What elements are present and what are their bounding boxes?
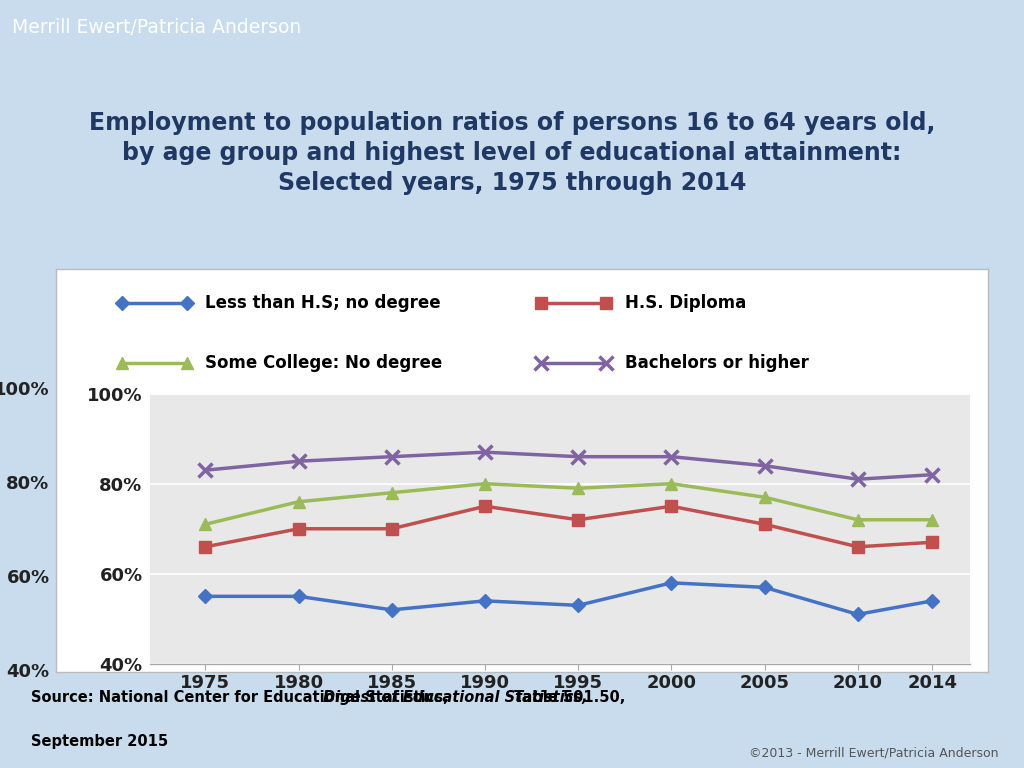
Some College: No degree: (1.98e+03, 78): No degree: (1.98e+03, 78) [386,488,398,498]
Less than H.S; no degree [479,596,492,605]
Text: 60%: 60% [6,569,49,587]
Some College: No degree: (2.01e+03, 72): No degree: (2.01e+03, 72) [926,515,938,525]
H.S. Diploma [572,515,585,525]
H.S. Diploma [926,538,938,547]
Bachelors or higher [759,461,771,470]
Line: Some College: No degree: Some College: No degree [199,478,939,531]
Text: 80%: 80% [6,475,49,493]
Text: September 2015: September 2015 [31,734,168,749]
Less than H.S; no degree [759,583,771,592]
Line: Less than H.S; no degree: Less than H.S; no degree [201,578,937,619]
Text: Digest of Educational Statistics,: Digest of Educational Statistics, [323,690,588,705]
H.S. Diploma [852,542,864,551]
Some College: No degree: (2e+03, 79): No degree: (2e+03, 79) [572,484,585,493]
Text: Source: National Center for Educational Statistics,: Source: National Center for Educational … [31,690,454,705]
Text: 40%: 40% [6,663,49,681]
Bachelors or higher [200,465,212,475]
Less than H.S; no degree [852,610,864,619]
Some College: No degree: (2.01e+03, 72): No degree: (2.01e+03, 72) [852,515,864,525]
Some College: No degree: (1.98e+03, 71): No degree: (1.98e+03, 71) [200,520,212,529]
Text: Merrill Ewert/Patricia Anderson: Merrill Ewert/Patricia Anderson [12,18,301,37]
Text: ©2013 - Merrill Ewert/Patricia Anderson: ©2013 - Merrill Ewert/Patricia Anderson [749,746,998,759]
H.S. Diploma [666,502,678,511]
Less than H.S; no degree [572,601,585,610]
Text: H.S. Diploma: H.S. Diploma [625,293,746,312]
Bachelors or higher [926,470,938,479]
Some College: No degree: (1.99e+03, 80): No degree: (1.99e+03, 80) [479,479,492,488]
Text: Less than H.S; no degree: Less than H.S; no degree [206,293,441,312]
H.S. Diploma [479,502,492,511]
H.S. Diploma [386,525,398,534]
Line: Bachelors or higher: Bachelors or higher [199,445,939,486]
Text: Employment to population ratios of persons 16 to 64 years old,
by age group and : Employment to population ratios of perso… [89,111,935,195]
Bachelors or higher [666,452,678,462]
Less than H.S; no degree [293,591,305,601]
Some College: No degree: (2e+03, 80): No degree: (2e+03, 80) [666,479,678,488]
Bachelors or higher [852,475,864,484]
Some College: No degree: (2e+03, 77): No degree: (2e+03, 77) [759,492,771,502]
H.S. Diploma [200,542,212,551]
Bachelors or higher [386,452,398,462]
Less than H.S; no degree [666,578,678,588]
Line: H.S. Diploma: H.S. Diploma [200,501,938,552]
Less than H.S; no degree [926,596,938,605]
Bachelors or higher [293,456,305,465]
Some College: No degree: (1.98e+03, 76): No degree: (1.98e+03, 76) [293,497,305,506]
Text: Bachelors or higher: Bachelors or higher [625,354,809,372]
Text: Table 501.50,: Table 501.50, [509,690,625,705]
Text: Some College: No degree: Some College: No degree [206,354,442,372]
H.S. Diploma [293,525,305,534]
Bachelors or higher [572,452,585,462]
Bachelors or higher [479,448,492,457]
Less than H.S; no degree [386,605,398,614]
H.S. Diploma [759,520,771,529]
Less than H.S; no degree [200,591,212,601]
Text: 100%: 100% [0,381,49,399]
